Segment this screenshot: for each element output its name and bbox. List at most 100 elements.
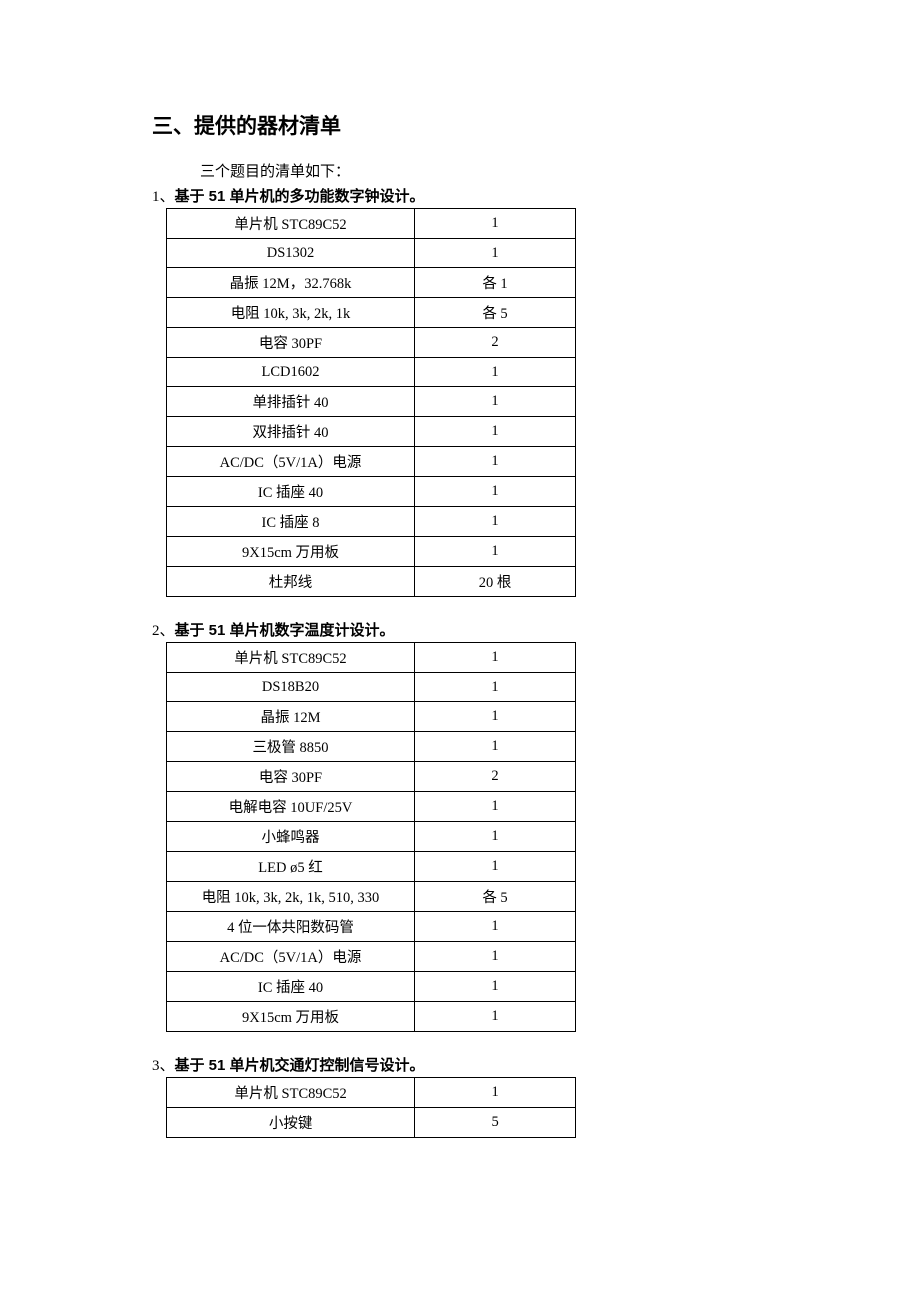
table-row: 双排插针 401 bbox=[167, 417, 576, 447]
table-row: 晶振 12M1 bbox=[167, 702, 576, 732]
qty-cell: 1 bbox=[415, 792, 576, 822]
item-cell: DS1302 bbox=[167, 239, 415, 268]
table-title-text: 基于 51 单片机的多功能数字钟设计。 bbox=[175, 188, 425, 205]
table-title-number: 1、 bbox=[152, 189, 175, 205]
item-cell: LED ø5 红 bbox=[167, 852, 415, 882]
table-row: 单排插针 401 bbox=[167, 387, 576, 417]
table-row: 单片机 STC89C521 bbox=[167, 643, 576, 673]
qty-cell: 各 5 bbox=[415, 298, 576, 328]
qty-cell: 1 bbox=[415, 912, 576, 942]
qty-cell: 1 bbox=[415, 972, 576, 1002]
item-cell: 单片机 STC89C52 bbox=[167, 1078, 415, 1108]
qty-cell: 1 bbox=[415, 1078, 576, 1108]
qty-cell: 1 bbox=[415, 942, 576, 972]
table-row: AC/DC（5V/1A）电源1 bbox=[167, 942, 576, 972]
document-page: 三、提供的器材清单 三个题目的清单如下： 1、基于 51 单片机的多功能数字钟设… bbox=[0, 0, 920, 1302]
qty-cell: 20 根 bbox=[415, 567, 576, 597]
table-title: 3、基于 51 单片机交通灯控制信号设计。 bbox=[152, 1054, 780, 1075]
item-cell: 三极管 8850 bbox=[167, 732, 415, 762]
table-row: DS18B201 bbox=[167, 673, 576, 702]
qty-cell: 1 bbox=[415, 358, 576, 387]
table-title-number: 2、 bbox=[152, 623, 175, 639]
qty-cell: 1 bbox=[415, 732, 576, 762]
item-cell: 单片机 STC89C52 bbox=[167, 643, 415, 673]
qty-cell: 5 bbox=[415, 1108, 576, 1138]
qty-cell: 1 bbox=[415, 702, 576, 732]
table-row: 9X15cm 万用板1 bbox=[167, 1002, 576, 1032]
qty-cell: 1 bbox=[415, 209, 576, 239]
item-cell: AC/DC（5V/1A）电源 bbox=[167, 942, 415, 972]
item-cell: 晶振 12M bbox=[167, 702, 415, 732]
table-row: 电容 30PF2 bbox=[167, 328, 576, 358]
item-cell: 4 位一体共阳数码管 bbox=[167, 912, 415, 942]
tables-container: 1、基于 51 单片机的多功能数字钟设计。单片机 STC89C521DS1302… bbox=[152, 185, 780, 1138]
qty-cell: 1 bbox=[415, 1002, 576, 1032]
qty-cell: 各 1 bbox=[415, 268, 576, 298]
qty-cell: 1 bbox=[415, 239, 576, 268]
table-title: 2、基于 51 单片机数字温度计设计。 bbox=[152, 619, 780, 640]
item-cell: IC 插座 40 bbox=[167, 972, 415, 1002]
item-cell: 9X15cm 万用板 bbox=[167, 1002, 415, 1032]
table-title: 1、基于 51 单片机的多功能数字钟设计。 bbox=[152, 185, 780, 206]
table-row: 电阻 10k, 3k, 2k, 1k各 5 bbox=[167, 298, 576, 328]
qty-cell: 1 bbox=[415, 477, 576, 507]
table-row: IC 插座 81 bbox=[167, 507, 576, 537]
table-row: 单片机 STC89C521 bbox=[167, 209, 576, 239]
item-cell: 小蜂鸣器 bbox=[167, 822, 415, 852]
item-cell: DS18B20 bbox=[167, 673, 415, 702]
item-cell: 电容 30PF bbox=[167, 328, 415, 358]
table-row: 4 位一体共阳数码管1 bbox=[167, 912, 576, 942]
qty-cell: 2 bbox=[415, 762, 576, 792]
table-row: 9X15cm 万用板1 bbox=[167, 537, 576, 567]
item-cell: 双排插针 40 bbox=[167, 417, 415, 447]
item-cell: 单片机 STC89C52 bbox=[167, 209, 415, 239]
item-cell: 电容 30PF bbox=[167, 762, 415, 792]
qty-cell: 2 bbox=[415, 328, 576, 358]
qty-cell: 1 bbox=[415, 447, 576, 477]
section-title: 三、提供的器材清单 bbox=[152, 110, 780, 140]
qty-cell: 1 bbox=[415, 673, 576, 702]
table-row: IC 插座 401 bbox=[167, 477, 576, 507]
table-row: 电容 30PF2 bbox=[167, 762, 576, 792]
table-row: 电阻 10k, 3k, 2k, 1k, 510, 330各 5 bbox=[167, 882, 576, 912]
table-row: 电解电容 10UF/25V1 bbox=[167, 792, 576, 822]
item-cell: 9X15cm 万用板 bbox=[167, 537, 415, 567]
item-cell: LCD1602 bbox=[167, 358, 415, 387]
table-row: LCD16021 bbox=[167, 358, 576, 387]
intro-text: 三个题目的清单如下： bbox=[200, 160, 780, 181]
item-cell: 晶振 12M，32.768k bbox=[167, 268, 415, 298]
item-cell: 电解电容 10UF/25V bbox=[167, 792, 415, 822]
qty-cell: 1 bbox=[415, 387, 576, 417]
materials-table: 单片机 STC89C521DS13021晶振 12M，32.768k各 1电阻 … bbox=[166, 208, 576, 597]
table-row: 杜邦线20 根 bbox=[167, 567, 576, 597]
item-cell: 单排插针 40 bbox=[167, 387, 415, 417]
qty-cell: 1 bbox=[415, 852, 576, 882]
item-cell: AC/DC（5V/1A）电源 bbox=[167, 447, 415, 477]
table-row: IC 插座 401 bbox=[167, 972, 576, 1002]
qty-cell: 1 bbox=[415, 643, 576, 673]
materials-table: 单片机 STC89C521DS18B201晶振 12M1三极管 88501电容 … bbox=[166, 642, 576, 1032]
table-row: 三极管 88501 bbox=[167, 732, 576, 762]
table-row: 晶振 12M，32.768k各 1 bbox=[167, 268, 576, 298]
qty-cell: 1 bbox=[415, 507, 576, 537]
item-cell: 小按键 bbox=[167, 1108, 415, 1138]
table-row: LED ø5 红1 bbox=[167, 852, 576, 882]
item-cell: 杜邦线 bbox=[167, 567, 415, 597]
item-cell: 电阻 10k, 3k, 2k, 1k bbox=[167, 298, 415, 328]
table-row: DS13021 bbox=[167, 239, 576, 268]
materials-table: 单片机 STC89C521小按键5 bbox=[166, 1077, 576, 1138]
qty-cell: 各 5 bbox=[415, 882, 576, 912]
item-cell: 电阻 10k, 3k, 2k, 1k, 510, 330 bbox=[167, 882, 415, 912]
item-cell: IC 插座 40 bbox=[167, 477, 415, 507]
table-title-text: 基于 51 单片机数字温度计设计。 bbox=[175, 622, 395, 639]
qty-cell: 1 bbox=[415, 417, 576, 447]
table-title-number: 3、 bbox=[152, 1058, 175, 1074]
table-row: 小按键5 bbox=[167, 1108, 576, 1138]
table-row: AC/DC（5V/1A）电源1 bbox=[167, 447, 576, 477]
qty-cell: 1 bbox=[415, 822, 576, 852]
table-title-text: 基于 51 单片机交通灯控制信号设计。 bbox=[175, 1057, 425, 1074]
qty-cell: 1 bbox=[415, 537, 576, 567]
item-cell: IC 插座 8 bbox=[167, 507, 415, 537]
table-row: 单片机 STC89C521 bbox=[167, 1078, 576, 1108]
table-row: 小蜂鸣器1 bbox=[167, 822, 576, 852]
